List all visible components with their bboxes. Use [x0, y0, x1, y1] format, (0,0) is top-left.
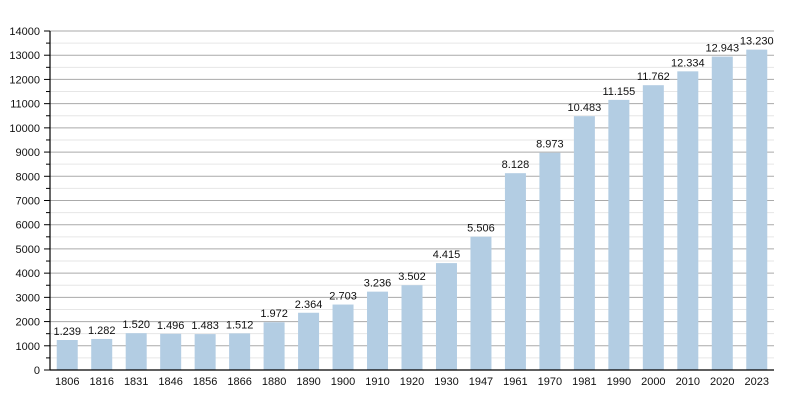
y-tick-label: 2000 — [16, 317, 40, 329]
bar-1880 — [263, 322, 285, 370]
x-tick-label: 1880 — [262, 376, 286, 388]
data-label: 1.512 — [226, 319, 254, 331]
x-tick-label: 1981 — [572, 376, 596, 388]
data-label: 5.506 — [467, 223, 495, 235]
bar-1930 — [435, 263, 457, 370]
bar-1846 — [160, 333, 182, 370]
data-label: 8.973 — [536, 139, 564, 151]
x-tick-label: 2020 — [710, 376, 734, 388]
bar-1920 — [401, 285, 423, 370]
x-tick-label: 1806 — [55, 376, 79, 388]
bar-2010 — [677, 71, 699, 370]
y-tick-label: 4000 — [16, 268, 40, 280]
data-label: 2.703 — [329, 291, 357, 303]
x-tick-label: 2023 — [745, 376, 769, 388]
bar-1900 — [332, 304, 354, 370]
x-tick-label: 2010 — [676, 376, 700, 388]
bar-1947 — [470, 236, 492, 370]
bar-2023 — [746, 49, 768, 371]
data-label: 12.334 — [671, 57, 705, 69]
bar-2020 — [711, 56, 733, 370]
y-tick-label: 10000 — [9, 123, 40, 135]
x-tick-label: 1947 — [469, 376, 493, 388]
data-label: 11.762 — [637, 71, 670, 83]
y-tick-label: 3000 — [16, 292, 40, 304]
y-tick-label: 5000 — [16, 244, 40, 256]
data-label: 1.483 — [191, 320, 219, 332]
x-tick-label: 1990 — [607, 376, 631, 388]
data-label: 13.230 — [740, 36, 774, 48]
x-tick-label: 1910 — [365, 376, 389, 388]
bar-1831 — [125, 333, 147, 370]
data-label: 1.282 — [88, 325, 116, 337]
y-tick-label: 11000 — [10, 99, 40, 111]
x-tick-label: 1961 — [503, 376, 527, 388]
data-label: 3.502 — [398, 271, 426, 283]
bar-1970 — [539, 152, 561, 370]
x-tick-label: 1831 — [124, 376, 148, 388]
bar-1856 — [194, 334, 216, 370]
data-label: 11.155 — [602, 86, 635, 98]
bar-1806 — [56, 339, 78, 370]
y-tick-label: 0 — [34, 365, 40, 377]
data-label: 10.483 — [568, 102, 602, 114]
bar-1866 — [229, 333, 251, 370]
y-tick-label: 12000 — [9, 74, 40, 86]
x-tick-label: 1930 — [434, 376, 458, 388]
bar-1990 — [608, 99, 630, 370]
data-label: 3.236 — [364, 278, 392, 290]
x-tick-label: 1920 — [400, 376, 424, 388]
y-tick-label: 8000 — [16, 171, 40, 183]
bar-2000 — [642, 85, 664, 370]
data-label: 2.364 — [295, 299, 323, 311]
data-label: 1.496 — [157, 320, 185, 332]
x-tick-label: 1890 — [296, 376, 320, 388]
x-tick-label: 1866 — [227, 376, 251, 388]
y-tick-label: 6000 — [16, 220, 40, 232]
data-label: 1.520 — [122, 319, 150, 331]
x-tick-label: 2000 — [641, 376, 665, 388]
data-label: 4.415 — [433, 249, 461, 261]
bar-1890 — [298, 312, 320, 370]
data-label: 1.239 — [53, 326, 81, 338]
data-label: 8.128 — [502, 159, 530, 171]
bar-1910 — [367, 291, 389, 370]
bar-1961 — [504, 173, 526, 370]
y-tick-label: 1000 — [16, 341, 40, 353]
y-tick-label: 7000 — [16, 196, 40, 208]
bar-1981 — [573, 116, 595, 370]
data-label: 12.943 — [705, 43, 739, 55]
x-tick-label: 1900 — [331, 376, 355, 388]
x-tick-label: 1846 — [158, 376, 182, 388]
x-tick-label: 1856 — [193, 376, 217, 388]
x-tick-label: 1816 — [89, 376, 113, 388]
y-tick-label: 13000 — [9, 50, 40, 62]
y-tick-label: 9000 — [16, 147, 40, 159]
y-tick-label: 14000 — [9, 26, 40, 38]
x-tick-label: 1970 — [538, 376, 562, 388]
bar-1816 — [91, 338, 113, 370]
data-label: 1.972 — [260, 308, 288, 320]
